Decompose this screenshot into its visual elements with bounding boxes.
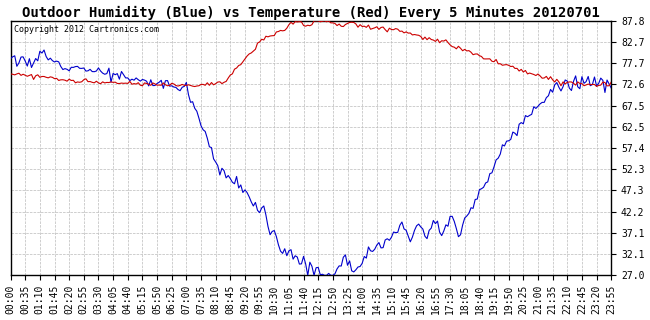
Title: Outdoor Humidity (Blue) vs Temperature (Red) Every 5 Minutes 20120701: Outdoor Humidity (Blue) vs Temperature (…	[22, 5, 600, 20]
Text: Copyright 2012 Cartronics.com: Copyright 2012 Cartronics.com	[14, 25, 159, 34]
